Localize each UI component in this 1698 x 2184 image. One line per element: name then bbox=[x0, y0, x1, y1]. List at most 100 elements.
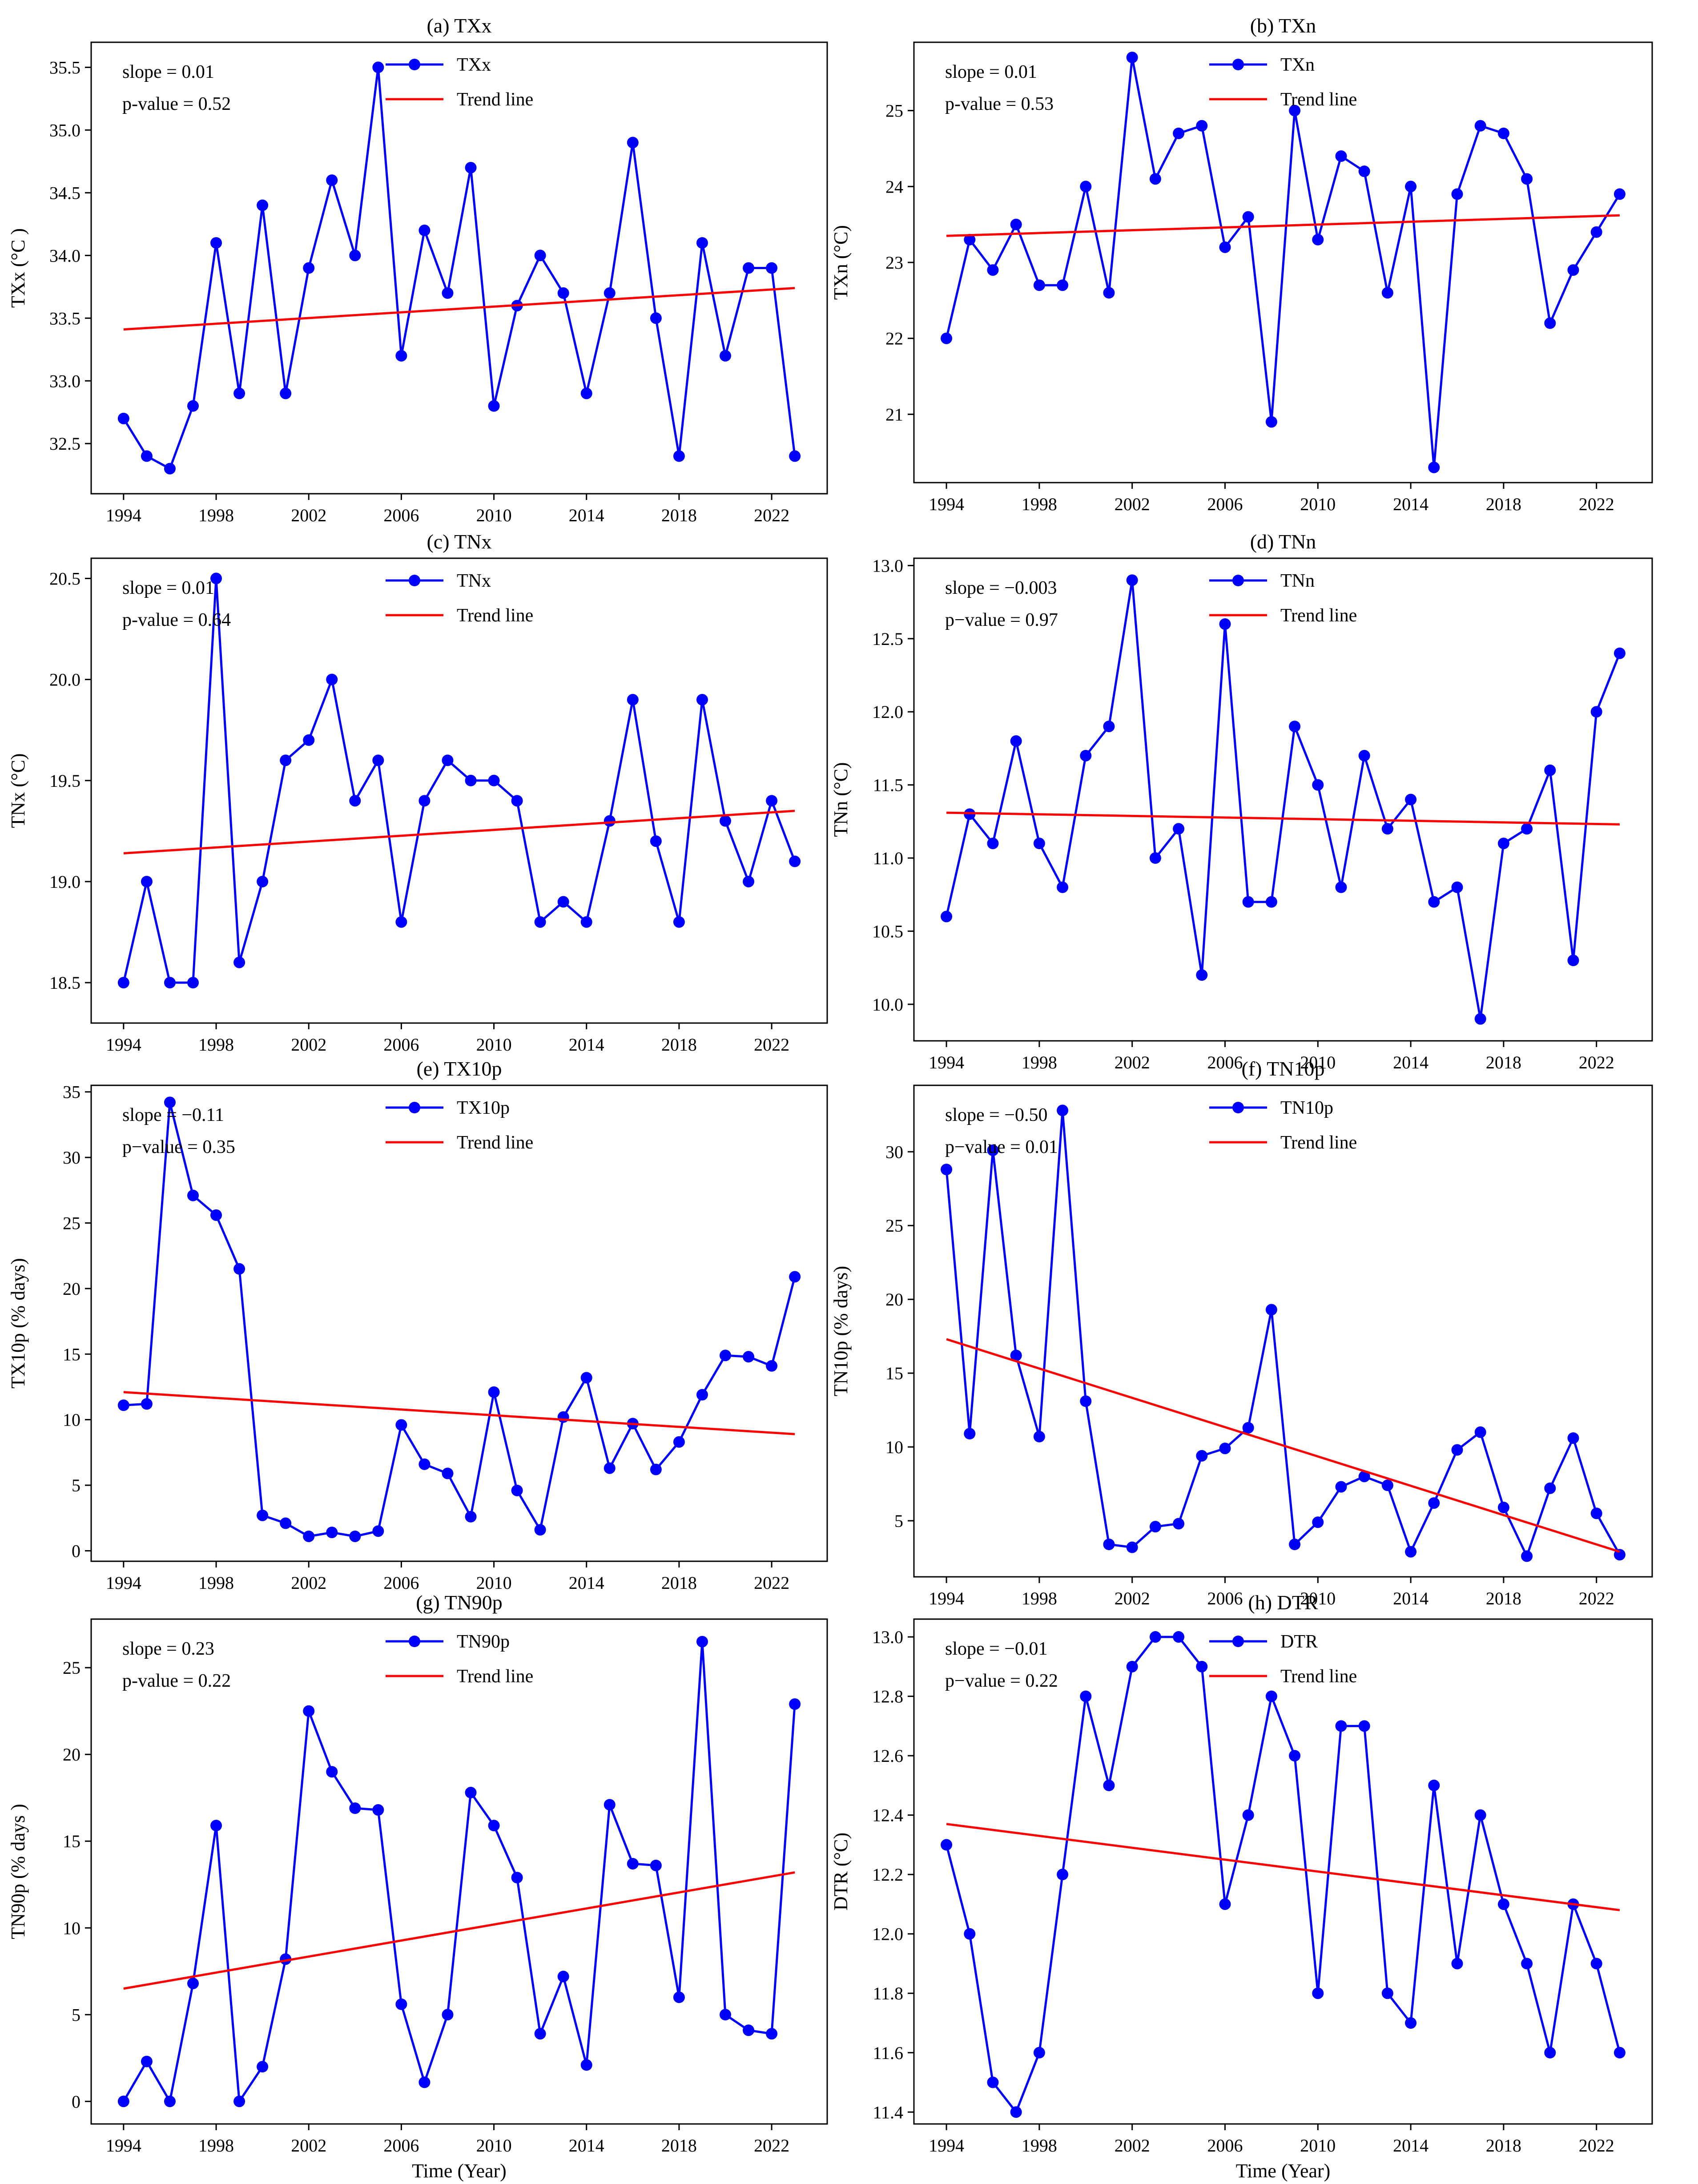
data-point bbox=[1196, 1450, 1208, 1462]
legend-label-series: TNn bbox=[1280, 571, 1315, 591]
data-point bbox=[964, 1428, 976, 1440]
legend-marker-series bbox=[1232, 59, 1244, 70]
slope-annotation: slope = −0.50 bbox=[945, 1105, 1048, 1125]
data-point bbox=[1289, 1750, 1301, 1762]
chart-title: (g) TN90p bbox=[416, 1591, 503, 1614]
data-point bbox=[303, 262, 315, 274]
trend-line bbox=[123, 1391, 795, 1435]
legend-label-trend: Trend line bbox=[1280, 89, 1357, 110]
series-line bbox=[945, 579, 1621, 1020]
y-tick-label: 24 bbox=[885, 177, 903, 197]
x-tick-label: 2010 bbox=[1300, 1052, 1336, 1072]
y-tick-label: 10.5 bbox=[872, 921, 903, 941]
data-point bbox=[720, 815, 732, 827]
data-point bbox=[650, 835, 662, 847]
data-point bbox=[1590, 1507, 1602, 1519]
data-point bbox=[720, 1350, 732, 1362]
data-point bbox=[1590, 1958, 1602, 1970]
y-tick-label: 34.0 bbox=[49, 246, 80, 266]
y-tick-label: 30 bbox=[63, 1148, 80, 1168]
data-point bbox=[1544, 764, 1556, 776]
data-point bbox=[1614, 188, 1626, 200]
slope-annotation: slope = 0.01 bbox=[122, 578, 214, 598]
x-tick-label: 2014 bbox=[569, 1573, 604, 1593]
plot-frame bbox=[90, 1084, 828, 1562]
x-tick-label: 2014 bbox=[569, 2136, 604, 2156]
y-tick-label: 34.5 bbox=[49, 183, 80, 203]
data-point bbox=[1451, 1444, 1463, 1456]
data-point bbox=[1358, 749, 1370, 762]
x-tick-label: 2002 bbox=[291, 1035, 326, 1055]
data-point bbox=[604, 1462, 616, 1474]
data-point bbox=[1405, 1546, 1417, 1558]
data-point bbox=[941, 332, 953, 344]
data-point bbox=[1567, 955, 1579, 967]
plot-frame bbox=[90, 557, 828, 1024]
p-value-annotation: p−value = 0.22 bbox=[945, 1671, 1058, 1691]
x-tick-label: 2018 bbox=[1486, 1588, 1521, 1608]
y-tick-label: 11.8 bbox=[873, 1983, 903, 2003]
data-point bbox=[1312, 779, 1324, 791]
data-point bbox=[1080, 749, 1092, 762]
data-point bbox=[1335, 881, 1347, 893]
x-tick-label: 1994 bbox=[106, 505, 141, 525]
legend-label-trend: Trend line bbox=[1280, 1666, 1357, 1687]
data-point bbox=[1335, 1720, 1347, 1732]
x-tick-label: 2002 bbox=[1115, 494, 1150, 514]
x-tick-label: 2018 bbox=[1486, 494, 1521, 514]
data-point bbox=[1335, 1481, 1347, 1493]
data-point bbox=[1033, 1430, 1045, 1443]
y-tick-label: 12.5 bbox=[872, 629, 903, 649]
y-tick-label: 0 bbox=[72, 1541, 80, 1561]
data-point bbox=[673, 916, 685, 928]
data-point bbox=[1057, 1869, 1069, 1881]
data-point bbox=[372, 754, 384, 766]
x-tick-label: 2010 bbox=[1300, 494, 1336, 514]
x-tick-label: 2014 bbox=[1393, 2136, 1428, 2156]
data-point bbox=[1405, 794, 1417, 806]
data-point bbox=[1428, 461, 1440, 473]
y-tick-label: 12.0 bbox=[872, 702, 903, 722]
chart-title: (h) DTR bbox=[1248, 1591, 1318, 1614]
y-axis-label: TXn (°C) bbox=[830, 225, 852, 300]
legend-marker-series bbox=[1232, 575, 1244, 586]
panel-4: (d) TNn 1994 1998 2002 2006 2010 2014 2018 2022 1… bbox=[830, 530, 1653, 1072]
x-tick-label: 2022 bbox=[1579, 1588, 1614, 1608]
legend-marker-series bbox=[409, 59, 420, 70]
data-point bbox=[941, 911, 953, 923]
data-point bbox=[1590, 226, 1602, 238]
data-point bbox=[1242, 896, 1254, 908]
x-tick-label: 2014 bbox=[1393, 1052, 1428, 1072]
data-point bbox=[696, 1389, 708, 1401]
data-point bbox=[141, 2055, 153, 2067]
data-point bbox=[117, 412, 129, 424]
data-point bbox=[1149, 1521, 1161, 1533]
x-tick-label: 2018 bbox=[661, 505, 697, 525]
y-tick-label: 10.0 bbox=[872, 995, 903, 1015]
data-point bbox=[1033, 838, 1045, 850]
data-point bbox=[233, 956, 245, 968]
data-point bbox=[1428, 896, 1440, 908]
data-point bbox=[720, 350, 732, 362]
data-point bbox=[349, 250, 361, 262]
x-tick-label: 2006 bbox=[1207, 2136, 1243, 2156]
x-tick-label: 2018 bbox=[661, 1573, 697, 1593]
x-tick-label: 2010 bbox=[476, 1035, 512, 1055]
series-line bbox=[122, 1640, 796, 2103]
data-point bbox=[743, 2024, 755, 2036]
data-point bbox=[1358, 1720, 1370, 1732]
trend-line bbox=[946, 1338, 1620, 1553]
y-tick-label: 35 bbox=[63, 1082, 80, 1102]
data-point bbox=[1358, 165, 1370, 177]
series-line bbox=[945, 1109, 1621, 1557]
data-point bbox=[1126, 52, 1138, 64]
y-tick-label: 25 bbox=[885, 101, 903, 121]
data-point bbox=[1173, 1518, 1185, 1530]
legend-label-series: TXn bbox=[1280, 55, 1315, 75]
data-point bbox=[1219, 618, 1231, 630]
data-point bbox=[1173, 127, 1185, 139]
data-point bbox=[673, 1991, 685, 2003]
legend-marker-series bbox=[1232, 1102, 1244, 1113]
y-tick-label: 20 bbox=[885, 1289, 903, 1310]
data-point bbox=[1219, 241, 1231, 253]
